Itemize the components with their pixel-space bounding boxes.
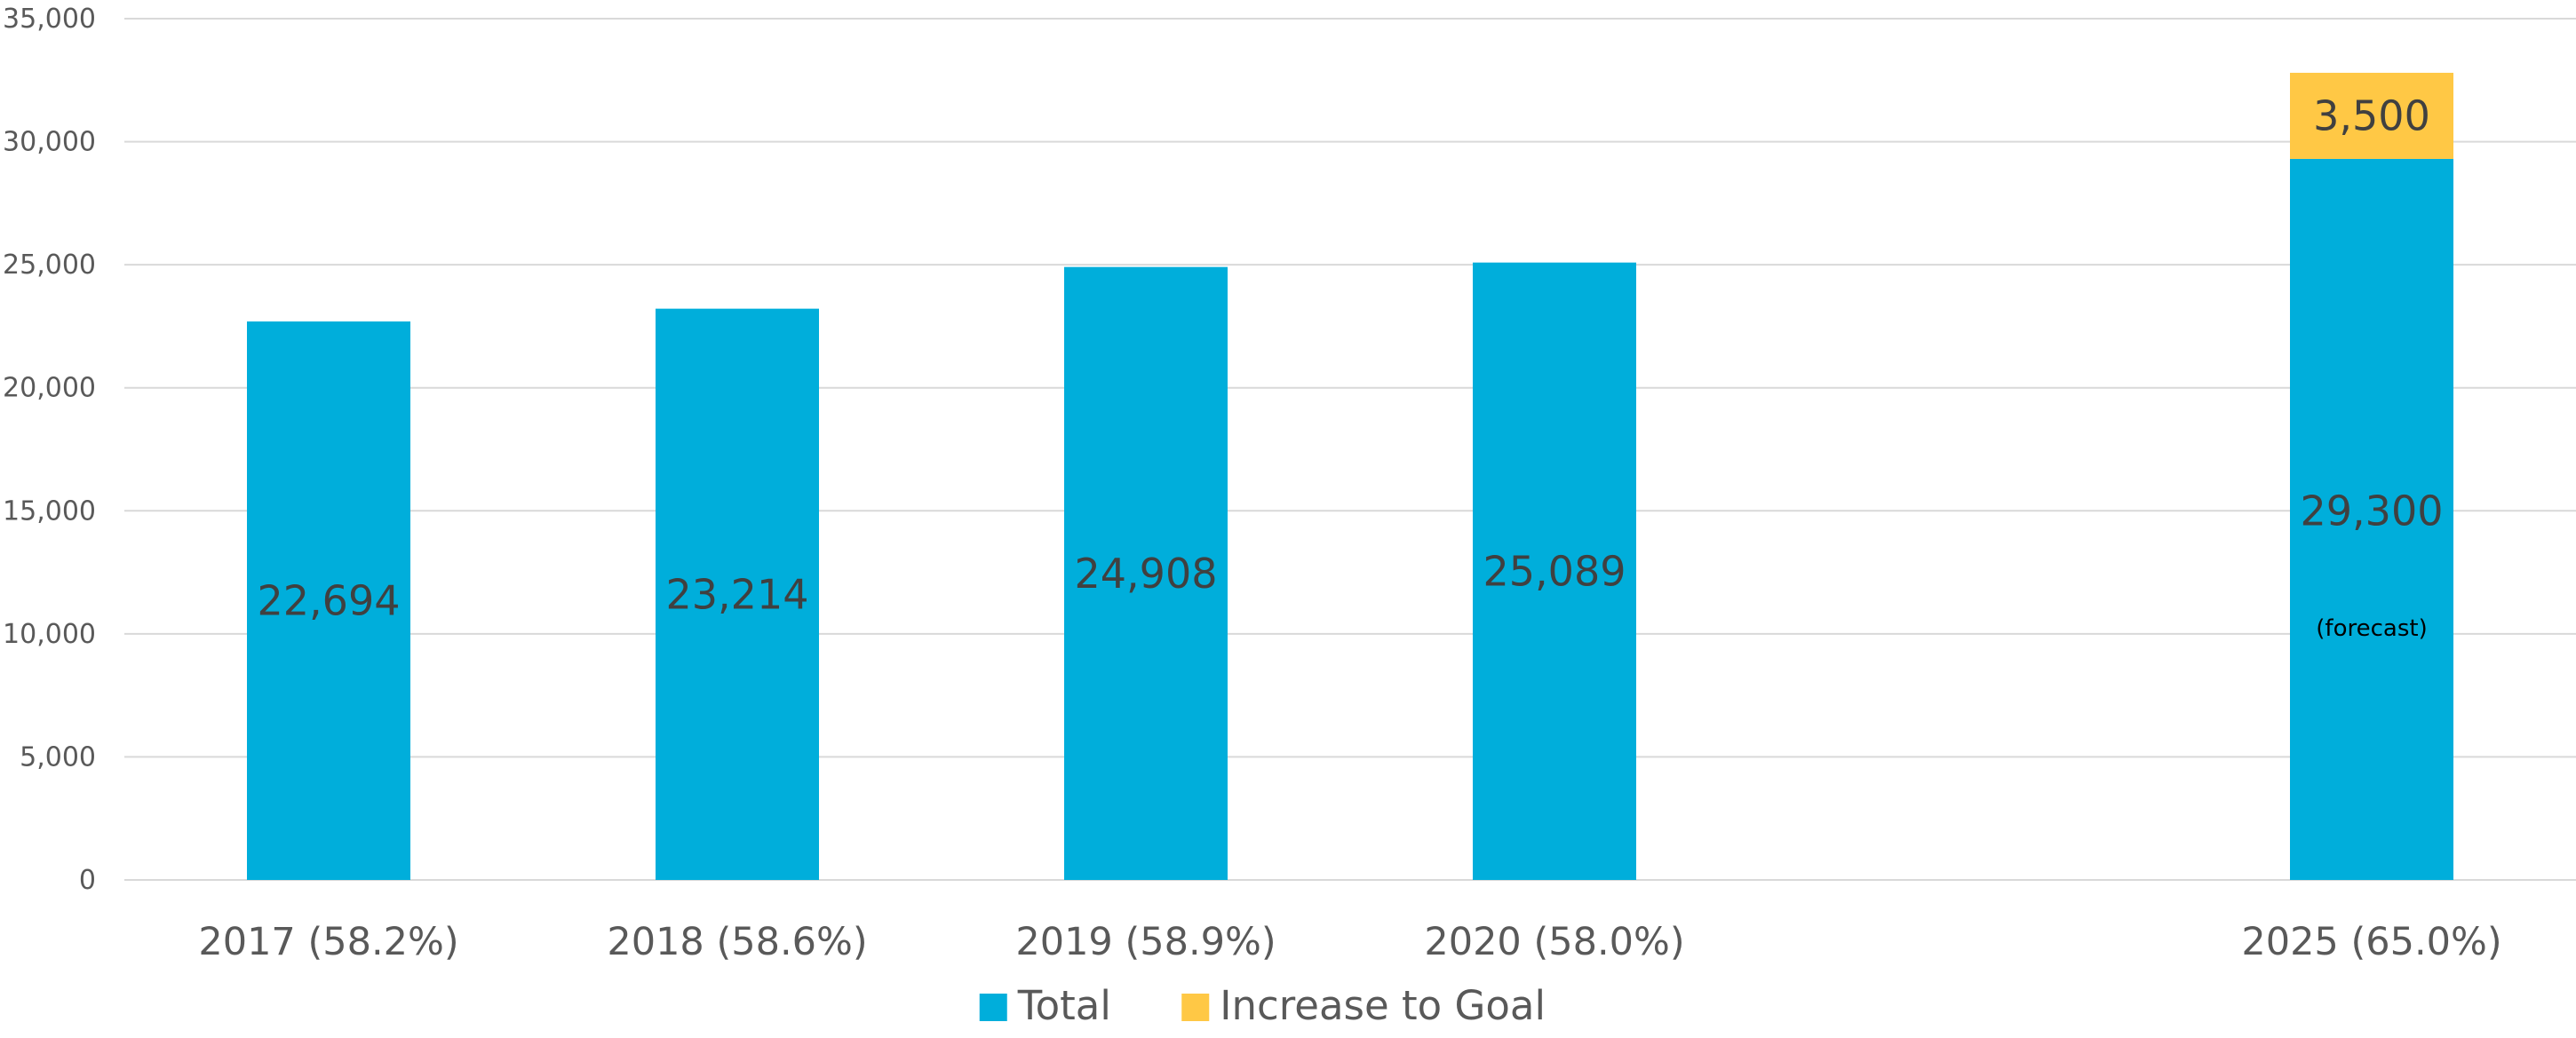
- bar-total-3: [1473, 262, 1636, 881]
- y-tick-label: 20,000: [3, 373, 96, 404]
- y-tick-label: 0: [79, 865, 96, 896]
- x-tick-label: 2025 (65.0%): [2241, 920, 2501, 964]
- bar-total-0: [247, 321, 410, 880]
- y-tick-label: 5,000: [20, 741, 96, 773]
- x-tick-label: 2019 (58.9%): [1015, 920, 1276, 964]
- bars: [247, 72, 2453, 881]
- y-tick-label: 15,000: [3, 495, 96, 527]
- y-axis-ticks: 0 5,000 10,000 15,000 20,000 25,000 30,000 35,0…: [3, 4, 96, 896]
- data-label: 29,300: [2301, 487, 2444, 535]
- y-tick-label: 35,000: [3, 4, 96, 35]
- x-axis-ticks: 2017 (58.2%) 2018 (58.6%) 2019 (58.9%) 2020…: [198, 920, 2501, 964]
- legend-swatch-total: [979, 994, 1007, 1021]
- data-label: 24,908: [1075, 550, 1218, 598]
- gridlines: [124, 18, 2576, 881]
- bar-total-1: [656, 308, 819, 880]
- data-label: 23,214: [666, 570, 809, 618]
- y-tick-label: 25,000: [3, 250, 96, 281]
- x-tick-label: 2018 (58.6%): [607, 920, 867, 964]
- data-label: 25,089: [1483, 547, 1626, 595]
- data-label: 22,694: [258, 577, 401, 625]
- data-labels: 22,694 23,214 24,908 25,089 29,300 3,500 (fore…: [258, 91, 2444, 641]
- bar-increase-to-goal-5: [2290, 72, 2453, 159]
- legend-swatch-increase-to-goal: [1181, 994, 1210, 1021]
- forecast-annotation: (forecast): [2316, 615, 2427, 642]
- legend: Total Increase to Goal: [979, 982, 1546, 1029]
- y-tick-label: 10,000: [3, 619, 96, 650]
- y-tick-label: 30,000: [3, 127, 96, 158]
- data-label: 3,500: [2313, 91, 2430, 139]
- bar-total-2: [1064, 266, 1228, 880]
- legend-label: Increase to Goal: [1220, 982, 1546, 1029]
- x-tick-label: 2017 (58.2%): [198, 920, 458, 964]
- x-tick-label: 2020 (58.0%): [1424, 920, 1684, 964]
- legend-label: Total: [1017, 982, 1111, 1029]
- bar-total-5: [2290, 158, 2453, 880]
